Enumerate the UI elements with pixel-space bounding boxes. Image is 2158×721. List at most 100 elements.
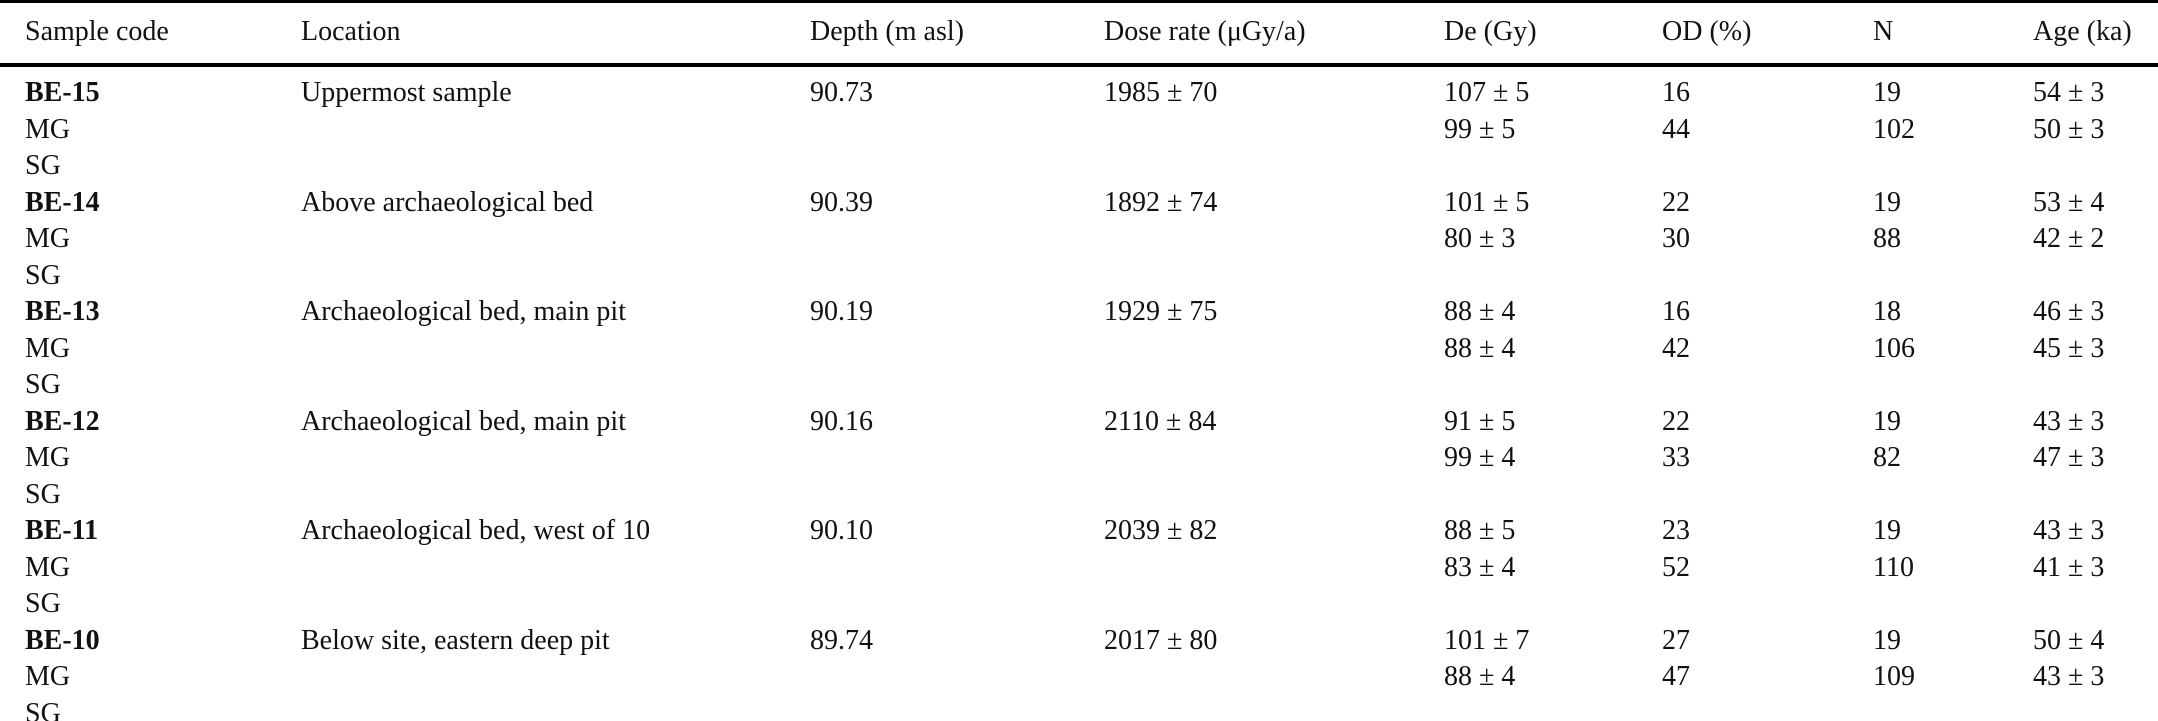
cell-de: 107 ± 5	[1444, 77, 1530, 108]
cell-sample-code: SG	[25, 478, 61, 510]
cell-od: 42	[1662, 332, 1690, 364]
cell-sample-code: BE-11	[25, 515, 99, 546]
cell-de: 99 ± 5	[1444, 113, 1516, 145]
cell-sample-code: MG	[25, 551, 71, 583]
cell-age: 43 ± 3	[2033, 405, 2105, 437]
table-row: BE-15 Uppermost sample 90.73 1985 ± 70 1…	[0, 65, 2158, 112]
cell-dose-rate	[1104, 440, 1444, 477]
cell-age	[2033, 586, 2158, 623]
cell-dose-rate	[1104, 659, 1444, 696]
table-row: SG	[0, 477, 2158, 514]
table-row: BE-14 Above archaeological bed 90.39 189…	[0, 185, 2158, 222]
cell-de	[1444, 696, 1662, 721]
cell-age	[2033, 258, 2158, 295]
cell-od: 47	[1662, 661, 1690, 692]
cell-de	[1444, 586, 1662, 623]
cell-od: 16	[1662, 77, 1690, 108]
table-row: BE-10 Below site, eastern deep pit 89.74…	[0, 623, 2158, 660]
cell-od: 22	[1662, 405, 1690, 437]
col-header-depth: Depth (m asl)	[810, 16, 964, 47]
header-row: Sample code Location Depth (m asl) Dose …	[0, 2, 2158, 65]
cell-de	[1444, 367, 1662, 404]
cell-de: 88 ± 4	[1444, 332, 1516, 364]
cell-location	[301, 440, 810, 477]
cell-sample-code: MG	[25, 442, 71, 473]
cell-de: 80 ± 3	[1444, 223, 1516, 254]
cell-dose-rate	[1104, 221, 1444, 258]
table-row: MG 99 ± 5 44 102 50 ± 3	[0, 112, 2158, 149]
cell-location: Archaeological bed, main pit	[301, 296, 626, 327]
cell-n	[1873, 367, 2033, 404]
cell-location	[301, 586, 810, 623]
cell-dose-rate	[1104, 550, 1444, 587]
cell-od	[1662, 586, 1873, 623]
cell-sample-code: BE-10	[25, 624, 100, 656]
cell-n	[1873, 477, 2033, 514]
cell-location	[301, 221, 810, 258]
cell-sample-code: BE-14	[25, 186, 100, 218]
cell-location	[301, 477, 810, 514]
cell-depth	[810, 221, 1104, 258]
cell-n: 18	[1873, 296, 1901, 327]
cell-age: 43 ± 3	[2033, 661, 2105, 692]
cell-n	[1873, 696, 2033, 721]
cell-n: 82	[1873, 442, 1901, 473]
cell-age	[2033, 696, 2158, 721]
cell-location	[301, 148, 810, 185]
cell-depth	[810, 331, 1104, 368]
cell-de	[1444, 477, 1662, 514]
table-row: MG 83 ± 4 52 110 41 ± 3	[0, 550, 2158, 587]
cell-depth	[810, 586, 1104, 623]
cell-n: 19	[1873, 624, 1901, 656]
cell-depth	[810, 440, 1104, 477]
cell-od	[1662, 148, 1873, 185]
cell-de: 88 ± 4	[1444, 296, 1516, 327]
cell-dose-rate	[1104, 112, 1444, 149]
cell-age	[2033, 367, 2158, 404]
cell-dose-rate: 2039 ± 82	[1104, 515, 1218, 546]
cell-location: Archaeological bed, main pit	[301, 405, 626, 437]
cell-de: 83 ± 4	[1444, 551, 1516, 583]
table-row: SG	[0, 586, 2158, 623]
table-row: BE-12 Archaeological bed, main pit 90.16…	[0, 404, 2158, 441]
cell-dose-rate: 1985 ± 70	[1104, 77, 1218, 108]
cell-sample-code: BE-15	[25, 77, 100, 108]
cell-od: 44	[1662, 113, 1690, 145]
cell-age	[2033, 148, 2158, 185]
col-header-de: De (Gy)	[1444, 16, 1537, 47]
cell-de: 101 ± 7	[1444, 624, 1530, 656]
cell-n: 102	[1873, 113, 1915, 145]
cell-age: 54 ± 3	[2033, 77, 2105, 108]
cell-sample-code: MG	[25, 661, 71, 692]
cell-dose-rate: 1929 ± 75	[1104, 296, 1218, 327]
cell-depth	[810, 258, 1104, 295]
cell-location	[301, 331, 810, 368]
cell-od	[1662, 696, 1873, 721]
cell-sample-code: SG	[25, 588, 61, 619]
cell-depth: 90.19	[810, 296, 873, 327]
cell-location: Below site, eastern deep pit	[301, 624, 610, 656]
cell-n: 110	[1873, 551, 1914, 583]
cell-de	[1444, 148, 1662, 185]
cell-depth	[810, 477, 1104, 514]
cell-od: 22	[1662, 186, 1690, 218]
cell-od: 30	[1662, 223, 1690, 254]
cell-location	[301, 659, 810, 696]
cell-depth	[810, 659, 1104, 696]
cell-n: 19	[1873, 405, 1901, 437]
table-body: BE-15 Uppermost sample 90.73 1985 ± 70 1…	[0, 65, 2158, 721]
col-header-n: N	[1873, 16, 1894, 47]
table-row: MG 99 ± 4 33 82 47 ± 3	[0, 440, 2158, 477]
cell-od	[1662, 477, 1873, 514]
cell-sample-code: SG	[25, 259, 61, 291]
cell-depth	[810, 696, 1104, 721]
cell-dose-rate	[1104, 696, 1444, 721]
cell-dose-rate	[1104, 477, 1444, 514]
cell-sample-code: MG	[25, 113, 71, 145]
col-header-od: OD (%)	[1662, 16, 1752, 47]
cell-od: 23	[1662, 515, 1690, 546]
cell-age: 53 ± 4	[2033, 186, 2105, 218]
cell-location: Above archaeological bed	[301, 186, 594, 218]
cell-location	[301, 696, 810, 721]
